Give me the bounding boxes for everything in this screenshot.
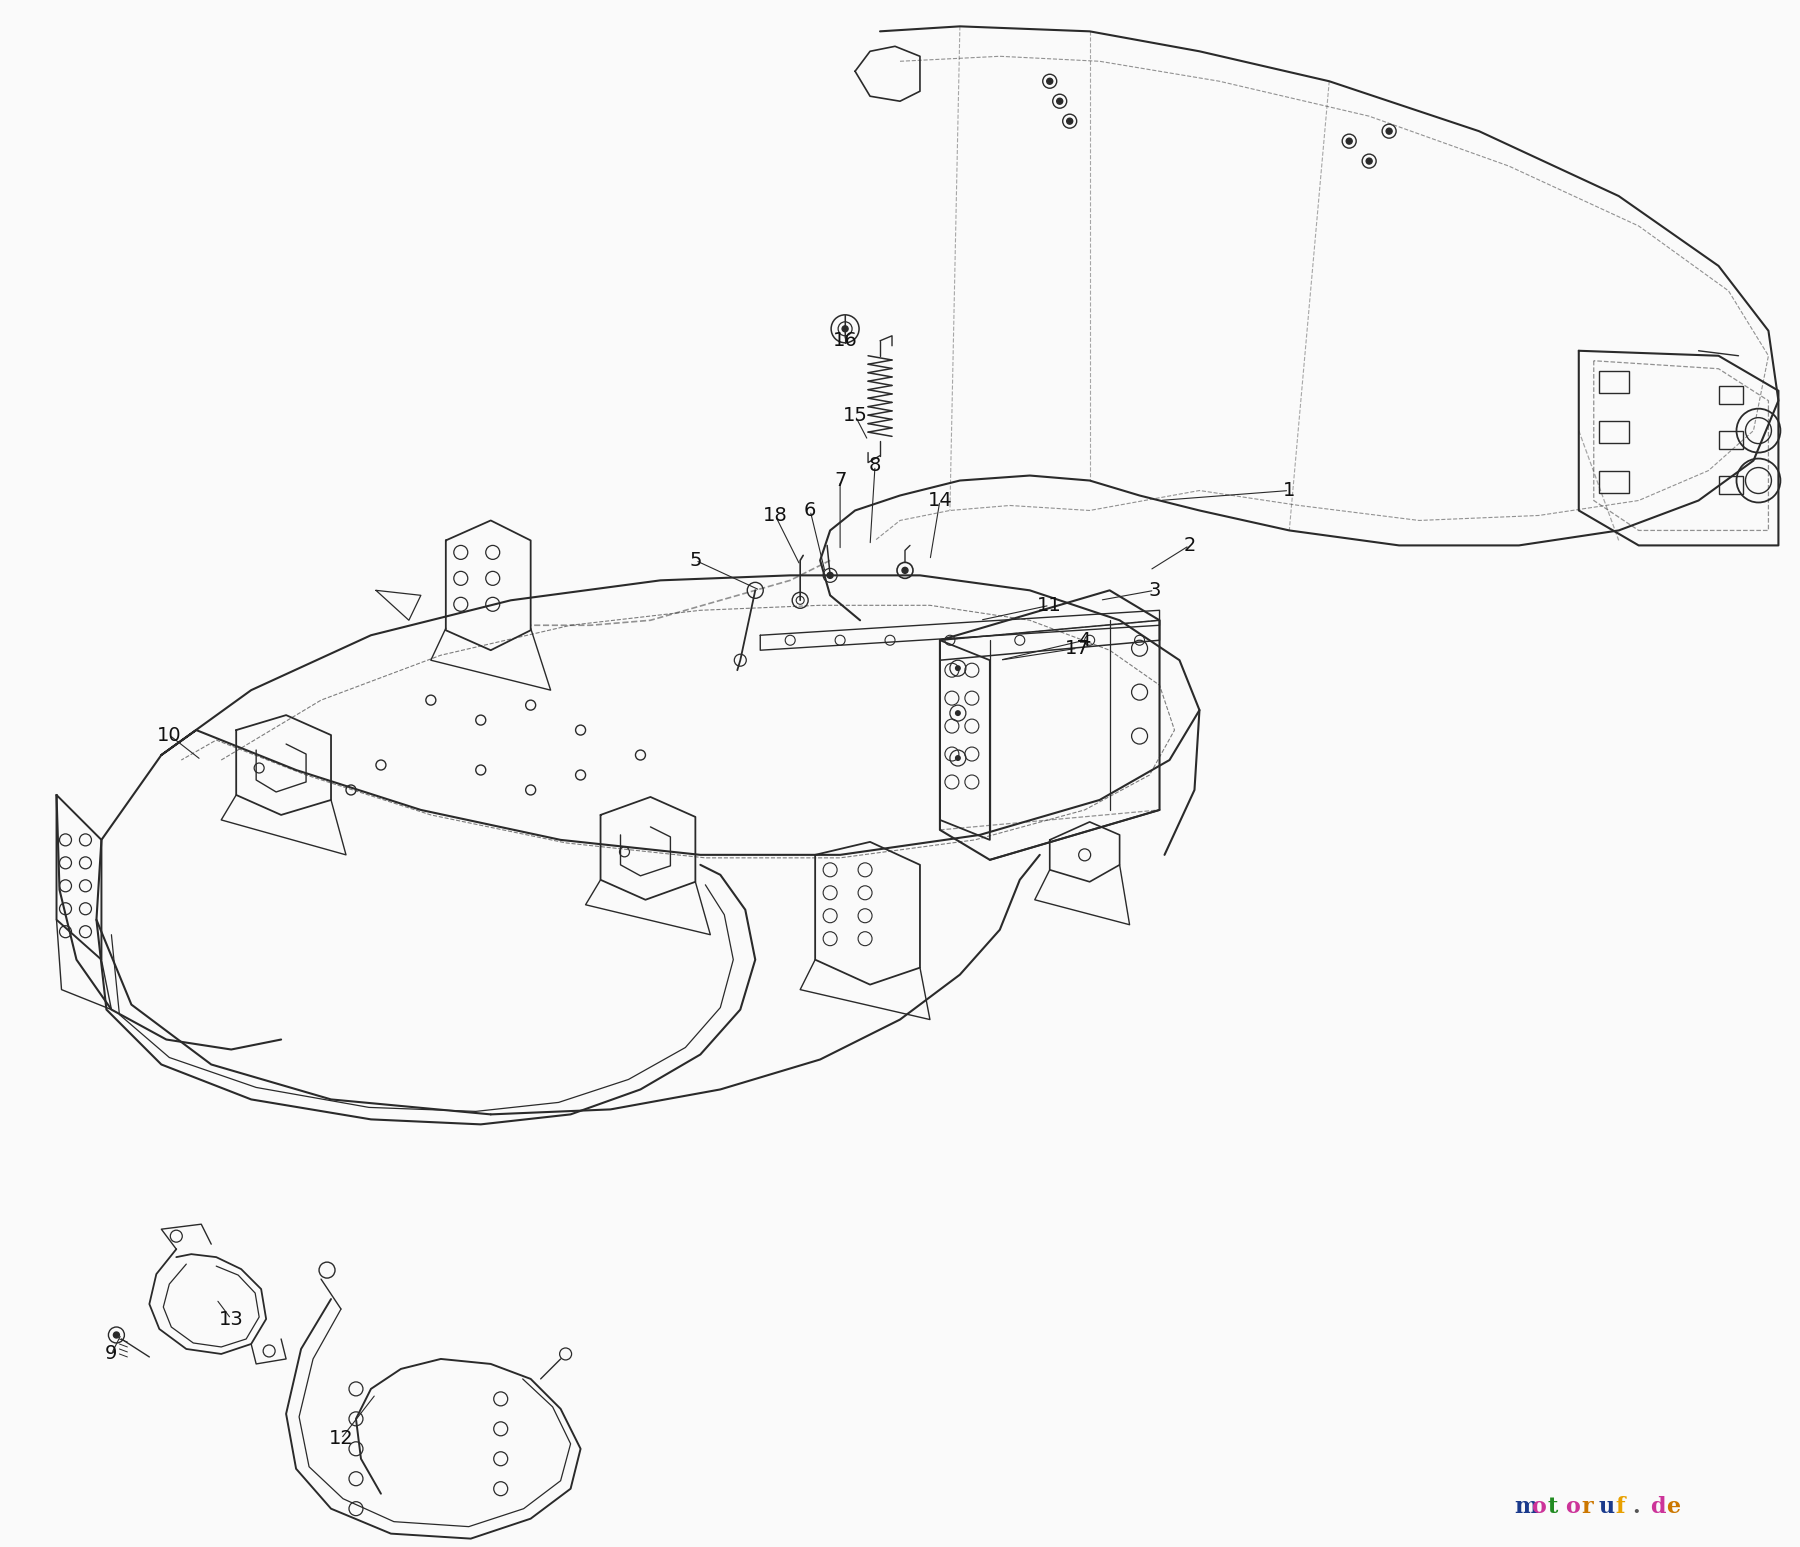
Circle shape (1386, 128, 1391, 135)
Text: 16: 16 (833, 331, 857, 350)
Bar (1598, 371, 1629, 393)
Circle shape (1366, 158, 1372, 164)
Circle shape (902, 568, 907, 574)
Text: 10: 10 (157, 726, 182, 744)
Text: 3: 3 (1148, 580, 1161, 600)
Circle shape (956, 665, 961, 671)
Text: u: u (1598, 1496, 1615, 1518)
Circle shape (1057, 97, 1062, 104)
Bar (1719, 475, 1744, 493)
Circle shape (956, 710, 961, 716)
Circle shape (1067, 118, 1073, 124)
Text: d: d (1649, 1496, 1665, 1518)
Text: r: r (1582, 1496, 1593, 1518)
Circle shape (956, 755, 961, 761)
Text: 1: 1 (1283, 481, 1296, 500)
Bar (1719, 430, 1744, 449)
Text: 2: 2 (1183, 535, 1195, 555)
Text: 12: 12 (329, 1429, 353, 1448)
Circle shape (1048, 79, 1053, 84)
Text: 7: 7 (833, 470, 846, 490)
Text: 8: 8 (869, 456, 882, 475)
Circle shape (1346, 138, 1352, 144)
Text: 13: 13 (220, 1309, 243, 1329)
Text: 5: 5 (689, 551, 702, 569)
Text: t: t (1548, 1496, 1559, 1518)
Bar (1598, 421, 1629, 442)
Text: f: f (1616, 1496, 1625, 1518)
Text: .: . (1633, 1496, 1640, 1518)
Text: e: e (1667, 1496, 1681, 1518)
Text: 11: 11 (1037, 596, 1062, 614)
Text: 6: 6 (805, 501, 817, 520)
Text: 15: 15 (842, 407, 868, 425)
Text: m: m (1514, 1496, 1537, 1518)
Circle shape (842, 326, 848, 331)
Text: 14: 14 (927, 490, 952, 511)
Circle shape (828, 572, 833, 579)
Text: 17: 17 (1066, 639, 1091, 657)
Text: o: o (1564, 1496, 1580, 1518)
Text: o: o (1530, 1496, 1546, 1518)
Text: 4: 4 (1078, 631, 1091, 650)
Text: 9: 9 (104, 1344, 117, 1363)
Bar (1598, 470, 1629, 492)
Bar (1719, 385, 1744, 404)
Text: 18: 18 (763, 506, 788, 524)
Circle shape (113, 1332, 119, 1338)
